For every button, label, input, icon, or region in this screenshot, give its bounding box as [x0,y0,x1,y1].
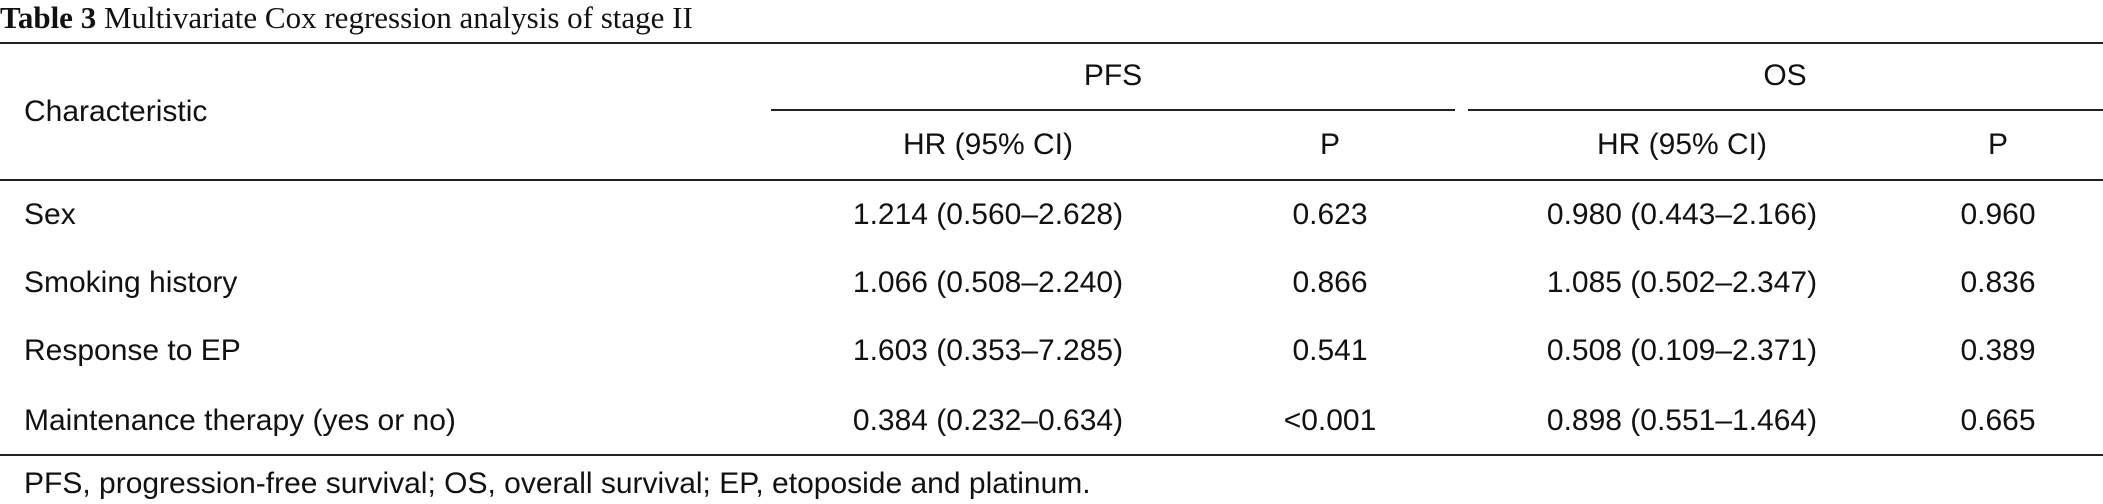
cell: 1.066 (0.508–2.240) [852,266,1124,299]
cell: 0.836 [1960,266,2036,299]
cell: 0.508 (0.109–2.371) [1546,334,1818,367]
footnote: PFS, progression-free survival; OS, over… [24,467,1091,500]
title-text: Multivariate Cox regression analysis of … [103,0,693,35]
cell: <0.001 [1283,404,1377,437]
group-header: PFS [1083,59,1143,92]
column-header: HR (95% CI) [902,128,1074,161]
column-header: P [1987,128,2009,161]
cell: 0.898 (0.551–1.464) [1546,404,1818,437]
cell: 0.389 [1960,334,2036,367]
group-header: OS [1763,59,1807,92]
cell: 0.665 [1960,404,2036,437]
row-label: Sex [24,198,76,231]
table-title: Table 3 Multivariate Cox regression anal… [0,0,693,36]
row-label: Smoking history [24,266,238,299]
group-rule [1468,109,2103,111]
cell: 0.384 (0.232–0.634) [852,404,1124,437]
row-header: Characteristic [24,95,208,128]
cell: 0.960 [1960,198,2036,231]
column-header: HR (95% CI) [1596,128,1768,161]
column-header: P [1319,128,1341,161]
table-label: Table 3 [0,0,97,35]
row-label: Maintenance therapy (yes or no) [24,404,456,437]
group-rule [771,109,1455,111]
bottom-rule [0,454,2103,456]
cell: 1.085 (0.502–2.347) [1546,266,1818,299]
cell: 0.623 [1292,198,1368,231]
header-rule [0,179,2103,181]
top-rule [0,42,2103,44]
cell: 0.980 (0.443–2.166) [1546,198,1818,231]
cell: 1.603 (0.353–7.285) [852,334,1124,367]
cell: 0.866 [1292,266,1368,299]
cell: 1.214 (0.560–2.628) [852,198,1124,231]
row-label: Response to EP [24,334,241,367]
cell: 0.541 [1292,334,1368,367]
